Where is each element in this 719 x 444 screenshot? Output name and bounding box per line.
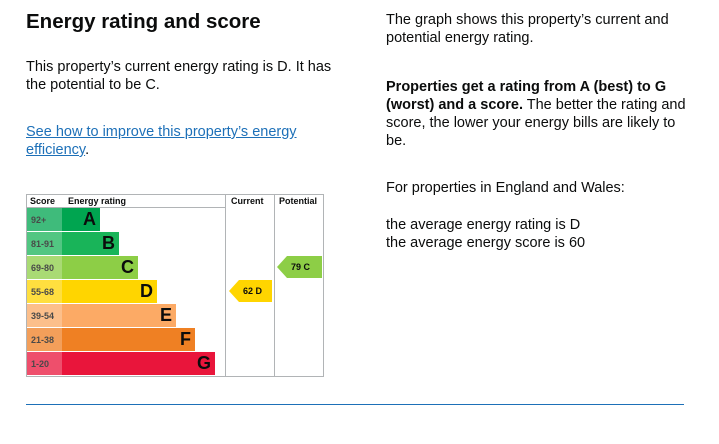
current-rating-arrow: 62 D — [229, 280, 272, 302]
rating-summary: This property’s current energy rating is… — [26, 59, 332, 93]
rating-band-b: 81-91 B — [27, 232, 119, 255]
band-score-range: 21-38 — [27, 328, 62, 351]
link-suffix: . — [85, 142, 90, 158]
band-bar: E — [62, 304, 176, 327]
band-score-range: 55-68 — [27, 280, 62, 303]
rating-explanation-bold: Properties get a rating from A (best) to… — [386, 79, 667, 113]
energy-rating-header: Energy rating — [68, 196, 127, 206]
rating-band-c: 69-80 C — [27, 256, 138, 279]
band-letter: G — [196, 353, 211, 373]
band-letter: E — [159, 305, 172, 325]
band-score-range: 1-20 — [27, 352, 62, 375]
rating-band-g: 1-20 G — [27, 352, 215, 375]
rating-explanation-rest: The better the rating and score, the low… — [386, 97, 686, 149]
section-divider — [26, 404, 684, 405]
band-letter: B — [102, 233, 115, 253]
column-divider — [225, 195, 226, 376]
improve-efficiency-link[interactable]: See how to improve this property’s energ… — [26, 124, 297, 158]
current-rating-label: 62 D — [243, 286, 263, 296]
header-divider — [27, 207, 226, 208]
band-bar: C — [62, 256, 138, 279]
improve-link-paragraph: See how to improve this property’s energ… — [26, 123, 336, 159]
band-bar: D — [62, 280, 157, 303]
band-letter: C — [121, 257, 134, 277]
rating-band-a: 92+ A — [27, 208, 100, 231]
band-bar: G — [62, 352, 215, 375]
band-bar: B — [62, 232, 119, 255]
band-bar: A — [62, 208, 100, 231]
band-bar: F — [62, 328, 195, 351]
rating-explanation: Properties get a rating from A (best) to… — [386, 78, 696, 150]
graph-description: The graph shows this property’s current … — [386, 12, 669, 46]
band-letter: A — [83, 209, 96, 229]
current-header: Current — [231, 196, 264, 206]
score-header: Score — [30, 196, 56, 206]
average-rating: the average energy rating is D — [386, 217, 581, 233]
potential-rating-label: 79 C — [291, 262, 311, 272]
column-divider — [274, 195, 275, 376]
band-score-range: 81-91 — [27, 232, 62, 255]
rating-band-e: 39-54 E — [27, 304, 176, 327]
band-letter: F — [180, 329, 191, 349]
band-score-range: 39-54 — [27, 304, 62, 327]
band-score-range: 92+ — [27, 208, 62, 231]
rating-band-f: 21-38 F — [27, 328, 195, 351]
potential-rating-arrow: 79 C — [277, 256, 322, 278]
energy-rating-chart: Score Energy rating Current Potential 92… — [26, 194, 324, 377]
band-letter: D — [140, 281, 153, 301]
average-score: the average energy score is 60 — [386, 235, 586, 251]
potential-header: Potential — [279, 196, 318, 206]
page-title: Energy rating and score — [26, 10, 261, 33]
rating-band-d: 55-68 D — [27, 280, 157, 303]
region-note: For properties in England and Wales: — [386, 180, 625, 196]
band-score-range: 69-80 — [27, 256, 62, 279]
